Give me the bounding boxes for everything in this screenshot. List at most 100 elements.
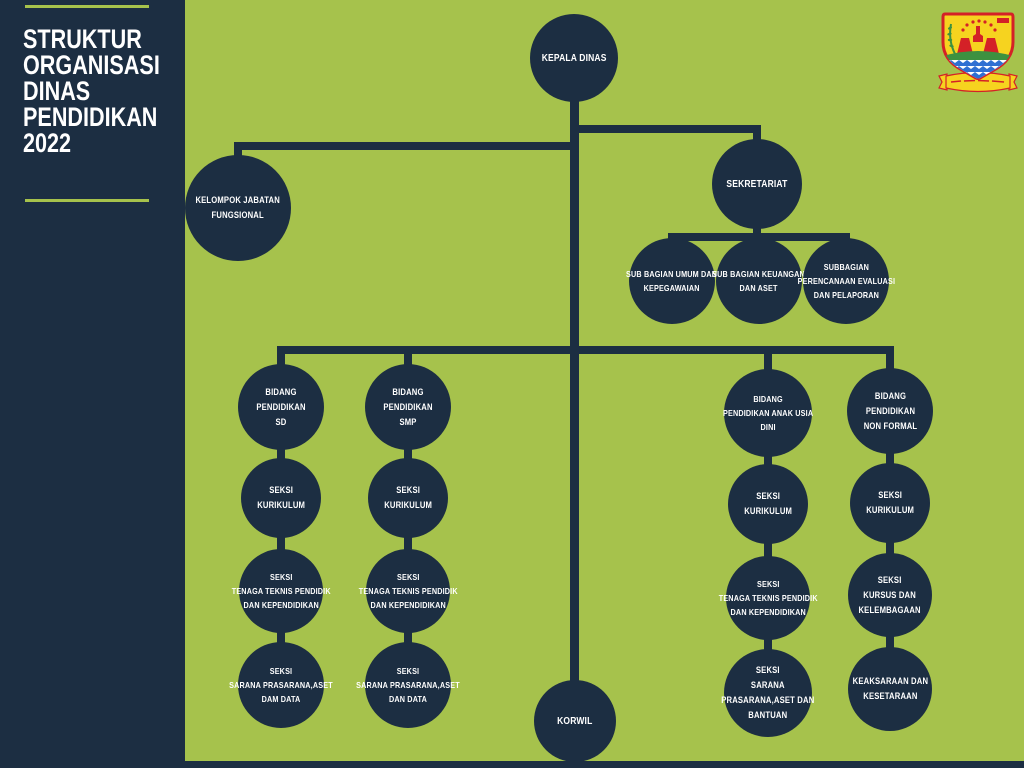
cirebon-regency-emblem-icon <box>938 12 1018 93</box>
org-node-label: SEKSI SARANA PRASARANA,ASET DAM DATA <box>229 664 333 706</box>
org-node-label: SEKSI SARANA PRASARANA,ASET DAN DATA <box>356 664 460 706</box>
org-node-label-line: DAM DATA <box>261 694 301 704</box>
org-node-sub-perencanaan: SUBBAGIAN PERENCANAAN EVALUASI DAN PELAPOR… <box>797 238 895 324</box>
org-node-label-line: SMP <box>399 416 417 427</box>
org-node-label-line: TENAGA TEKNIS PENDIDIK <box>718 593 818 603</box>
org-node-label-line: KELEMBAGAAN <box>858 604 922 615</box>
org-node-sarana-paud: SEKSI SARANA PRASARANA,ASET DAN BANTUAN <box>721 649 814 737</box>
org-node-label: KELOMPOK JABATAN FUNGSIONAL <box>196 193 280 223</box>
org-node-sarana-sd: SEKSI SARANA PRASARANA,ASET DAM DATA <box>229 642 333 728</box>
org-node-kursus-nonformal: SEKSI KURSUS DAN KELEMBAGAAN <box>848 553 932 637</box>
org-node-label: SEKSI TENAGA TEKNIS PENDIDIK DAN KEPENDIDI… <box>359 570 458 612</box>
org-node-label-line: KEAKSARAAN DAN <box>852 676 928 686</box>
org-node-label-line: SARANA PRASARANA,ASET <box>356 680 460 690</box>
org-node-label-line: SEKSI <box>269 485 293 495</box>
org-node-label-line: KORWIL <box>557 715 593 727</box>
org-node-label-line: KEPEGAWAIAN <box>643 283 701 293</box>
org-node-label-line: KURIKULUM <box>866 505 914 515</box>
org-node-label-line: BIDANG <box>753 394 783 404</box>
page-title-line: PENDIDIKAN <box>23 102 158 132</box>
org-node-label-line: PERENCANAAN EVALUASI <box>797 276 895 286</box>
org-node-label-line: KURIKULUM <box>744 506 792 516</box>
org-node-label-line: SEKSI <box>756 665 780 675</box>
org-node-label-line: SEKSI <box>878 490 902 500</box>
org-node-label-line: DAN KEPENDIDIKAN <box>243 600 319 610</box>
org-node-label-line: SARANA PRASARANA,ASET <box>229 680 333 690</box>
org-node-bidang-smp: BIDANG PENDIDIKAN SMP <box>365 364 451 450</box>
org-node-label-line: KELOMPOK JABATAN <box>195 195 281 205</box>
org-node-label: SEKSI KURIKULUM <box>866 488 914 518</box>
org-node-kurikulum-paud: SEKSI KURIKULUM <box>728 464 808 544</box>
org-node-label-line: TENAGA TEKNIS PENDIDIK <box>231 586 331 596</box>
org-node-label: SUB BAGIAN KEUANGAN DAN ASET <box>713 267 806 295</box>
org-node-label-line: KESETARAAN <box>862 691 918 701</box>
org-node-label-line: SEKSI <box>756 579 780 589</box>
org-node-label-line: SD <box>275 416 287 427</box>
org-node-label: SEKSI KURIKULUM <box>384 483 432 513</box>
org-node-label: BIDANG PENDIDIKAN SD <box>256 385 305 430</box>
org-node-label-line: SEKSI <box>269 572 293 582</box>
org-node-kepala-dinas: KEPALA DINAS <box>530 14 618 102</box>
org-node-label-line: SEKSI <box>396 572 420 582</box>
org-node-label: BIDANG PENDIDIKAN NON FORMAL <box>863 389 917 434</box>
org-node-label-line: SEKRETARIAT <box>726 178 788 190</box>
org-node-label-line: SUB BAGIAN UMUM DAN <box>626 269 718 279</box>
org-node-label: SUBBAGIAN PERENCANAAN EVALUASI DAN PELAPOR… <box>797 260 895 302</box>
org-node-kurikulum-sd: SEKSI KURIKULUM <box>241 458 321 538</box>
org-node-korwil: KORWIL <box>534 680 616 762</box>
org-node-label: BIDANG PENDIDIKAN ANAK USIA DINI <box>723 392 813 434</box>
org-node-keaksaraan-nonformal: KEAKSARAAN DAN KESETARAAN <box>848 647 932 731</box>
org-node-label-line: DAN ASET <box>739 283 779 293</box>
decorative-rule-top <box>25 5 149 8</box>
org-node-label-line: KURIKULUM <box>257 500 305 510</box>
org-node-label-line: SEKSI <box>396 666 420 676</box>
connector-trunk-vertical <box>570 58 579 721</box>
sidebar: STRUKTUR ORGANISASI DINAS PENDIDIKAN 202… <box>0 0 185 768</box>
org-node-label-line: SEKSI <box>756 491 780 501</box>
org-node-label-line: DAN KEPENDIDIKAN <box>370 600 446 610</box>
org-node-label: SEKSI SARANA PRASARANA,ASET DAN BANTUAN <box>721 663 814 723</box>
org-node-label-line: KURSUS DAN <box>863 589 917 600</box>
org-node-sub-keuangan: SUB BAGIAN KEUANGAN DAN ASET <box>713 238 805 324</box>
org-node-label-line: BIDANG <box>392 386 424 397</box>
org-node-tenaga-sd: SEKSI TENAGA TEKNIS PENDIDIK DAN KEPENDIDI… <box>232 549 330 633</box>
connector-branch-bidang <box>277 346 894 354</box>
org-node-tenaga-paud: SEKSI TENAGA TEKNIS PENDIDIK DAN KEPENDIDI… <box>719 556 817 640</box>
org-node-label-line: SEKSI <box>878 574 902 585</box>
org-node-sarana-smp: SEKSI SARANA PRASARANA,ASET DAN DATA <box>356 642 460 728</box>
org-node-label: SEKRETARIAT <box>726 177 787 192</box>
org-node-label: KORWIL <box>557 714 592 729</box>
page-title-line: DINAS <box>23 76 91 106</box>
org-node-label: SEKSI KURSUS DAN KELEMBAGAAN <box>859 573 921 618</box>
org-node-label-line: PENDIDIKAN <box>383 401 433 412</box>
org-node-label-line: PENDIDIKAN <box>256 401 306 412</box>
org-node-label: KEAKSARAAN DAN KESETARAAN <box>852 674 927 704</box>
org-node-kurikulum-smp: SEKSI KURIKULUM <box>368 458 448 538</box>
org-node-label: BIDANG PENDIDIKAN SMP <box>383 385 432 430</box>
org-node-label-line: FUNGSIONAL <box>211 210 265 220</box>
org-node-label-line: KEPALA DINAS <box>541 52 607 64</box>
connector-branch-top-left <box>234 142 578 150</box>
org-node-label: SEKSI TENAGA TEKNIS PENDIDIK DAN KEPENDIDI… <box>719 577 818 619</box>
org-node-tenaga-smp: SEKSI TENAGA TEKNIS PENDIDIK DAN KEPENDIDI… <box>359 549 457 633</box>
org-node-label-line: KURIKULUM <box>384 500 432 510</box>
org-node-label-line: SUB BAGIAN KEUANGAN <box>712 269 806 279</box>
org-node-label: SEKSI TENAGA TEKNIS PENDIDIK DAN KEPENDIDI… <box>232 570 331 612</box>
org-node-label-line: PENDIDIKAN ANAK USIA <box>722 408 814 418</box>
connector-branch-top-right <box>574 125 761 133</box>
org-node-label-line: SEKSI <box>269 666 293 676</box>
org-node-label: SUB BAGIAN UMUM DAN KEPEGAWAIAN <box>626 267 717 295</box>
org-node-label-line: SEKSI <box>396 485 420 495</box>
org-node-label-line: BIDANG <box>265 386 297 397</box>
decorative-rule-bottom <box>25 199 149 202</box>
bottom-accent-strip <box>185 761 1024 768</box>
org-node-label-line: DAN DATA <box>388 694 428 704</box>
org-node-bidang-nonformal: BIDANG PENDIDIKAN NON FORMAL <box>847 368 933 454</box>
org-node-label-line: SARANA <box>751 680 785 690</box>
org-node-label-line: DAN KEPENDIDIKAN <box>730 607 806 617</box>
page-title: STRUKTUR ORGANISASI DINAS PENDIDIKAN 202… <box>23 26 199 157</box>
org-node-sekretariat: SEKRETARIAT <box>712 139 802 229</box>
org-node-bidang-sd: BIDANG PENDIDIKAN SD <box>238 364 324 450</box>
